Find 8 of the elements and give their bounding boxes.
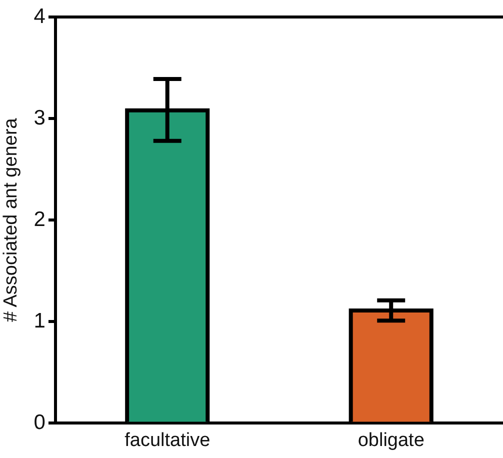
- x-tick-label: obligate: [358, 430, 424, 451]
- y-tick-label: 1: [34, 309, 46, 332]
- y-tick-label: 4: [34, 4, 46, 28]
- y-tick-label: 2: [34, 208, 46, 231]
- x-tick-label: facultative: [124, 430, 210, 451]
- y-tick-label: 0: [34, 410, 46, 434]
- y-tick-label: 3: [34, 106, 46, 130]
- y-axis-title: # Associated ant genera: [0, 118, 22, 322]
